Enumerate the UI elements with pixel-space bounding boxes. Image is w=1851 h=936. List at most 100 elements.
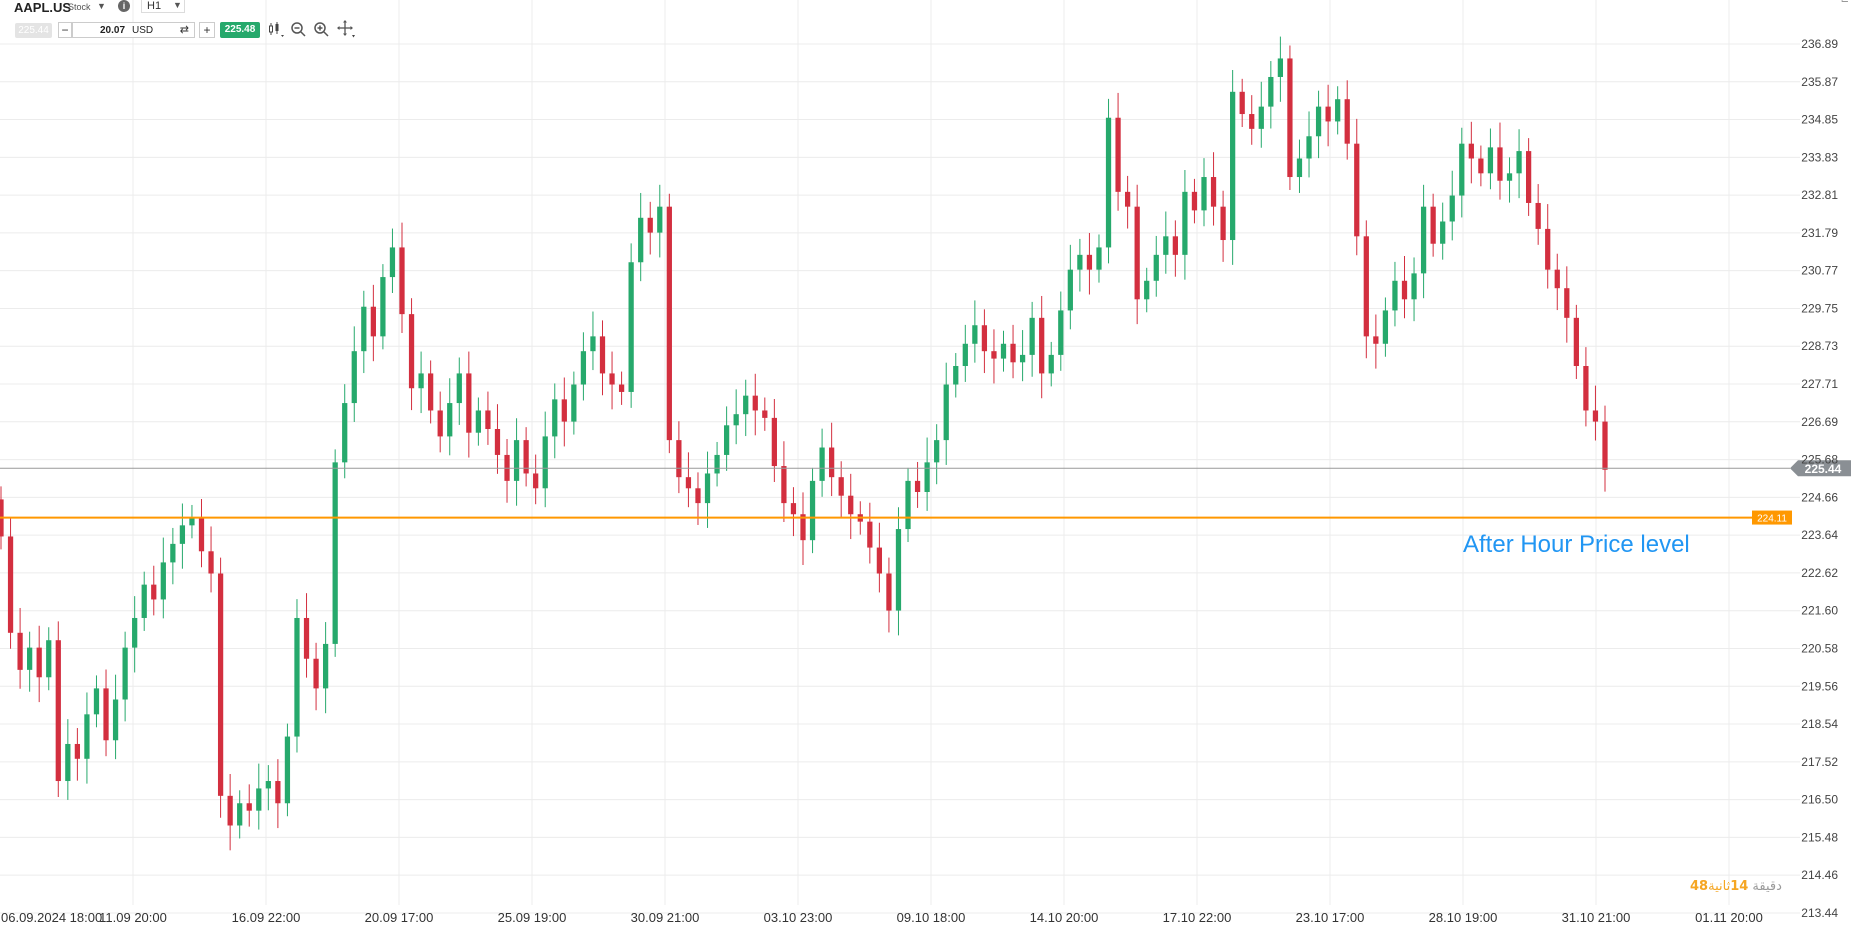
quantity-increase-button[interactable]: + (199, 22, 215, 38)
candle-body (389, 247, 396, 278)
y-tick-label: 232.81 (1801, 188, 1838, 202)
candle-body (714, 454, 720, 474)
candle-body (380, 277, 386, 337)
candle-body (1153, 254, 1159, 281)
candle-body (447, 403, 453, 437)
candle-body (1506, 173, 1513, 181)
swap-icon[interactable]: ⇄ (179, 24, 189, 36)
candle-body (1296, 158, 1303, 178)
candle-body (1210, 177, 1217, 207)
candle-body (198, 517, 205, 552)
candle-body (55, 640, 61, 782)
candle-body (246, 803, 252, 811)
candle-body (160, 562, 166, 600)
buy-price-button[interactable]: 225.48 (220, 22, 260, 38)
candle-body (1115, 117, 1121, 192)
candle-body (1277, 58, 1284, 77)
symbol-dropdown-icon[interactable]: ▼ (97, 1, 106, 11)
candle-body (1459, 143, 1465, 196)
x-tick-label: 01.11 20:00 (1695, 910, 1763, 925)
candle-body (781, 466, 787, 504)
candle-body (1335, 99, 1341, 122)
candle-body (1019, 354, 1026, 363)
candle-body (1382, 310, 1389, 344)
candle-body (1182, 191, 1188, 255)
candle-body (1315, 106, 1322, 137)
zoom-in-icon[interactable] (312, 20, 330, 38)
candle-body (819, 447, 825, 481)
candle-body (1239, 91, 1245, 115)
y-tick-label: 224.66 (1801, 490, 1838, 504)
candle-body (1191, 191, 1198, 211)
candle-body (1449, 195, 1455, 222)
candle-body (342, 403, 348, 463)
y-tick-label: 222.62 (1801, 566, 1838, 580)
candle-body (1602, 421, 1608, 470)
candle-body (1554, 269, 1560, 289)
candle-body (571, 384, 577, 422)
candle-body (542, 436, 548, 489)
candle-body (265, 781, 271, 789)
candle-body (151, 584, 157, 600)
candle-body (618, 384, 625, 392)
symbol-name[interactable]: AAPL.US (14, 0, 72, 15)
candle-body (208, 551, 214, 574)
quantity-field[interactable]: 20.07 USD ⇄ (72, 22, 195, 38)
candles-icon[interactable] (267, 20, 285, 38)
candle-body (1354, 143, 1360, 237)
candle-body (284, 736, 291, 804)
candle-body (475, 410, 482, 433)
candle-body (523, 440, 529, 474)
candle-body (838, 477, 844, 496)
crosshair-icon[interactable] (337, 20, 355, 38)
candle-body (74, 743, 81, 759)
zoom-out-icon[interactable] (289, 20, 307, 38)
y-tick-label: 236.89 (1801, 37, 1838, 51)
candle-body (580, 351, 587, 385)
candle-body (981, 325, 988, 352)
candle-body (27, 647, 33, 670)
x-tick-label: 06.09.2024 18:00 (1, 910, 102, 925)
candle-body (886, 573, 892, 611)
candle-body (647, 217, 653, 233)
candle-body (1258, 106, 1264, 129)
candle-body (141, 584, 147, 618)
quantity-decrease-button[interactable]: − (58, 22, 72, 38)
candle-body (437, 410, 443, 437)
y-tick-label: 227.71 (1801, 377, 1838, 391)
sell-price-button[interactable]: 225.44 (15, 23, 52, 38)
info-icon[interactable]: i (118, 0, 130, 12)
candle-body (934, 440, 940, 463)
candle-body (485, 410, 491, 430)
candle-body (1067, 269, 1073, 311)
candle-countdown: دقيقة 14ثانية48 (1690, 879, 1782, 894)
candle-body (103, 688, 109, 741)
candle-body (561, 399, 567, 422)
candle-body (962, 343, 968, 367)
candle-body (1268, 76, 1274, 107)
x-tick-label: 23.10 17:00 (1296, 910, 1365, 925)
x-tick-label: 16.09 22:00 (232, 910, 301, 925)
candle-body (1525, 151, 1532, 203)
x-tick-label: 11.09 20:00 (99, 910, 167, 925)
candle-body (7, 536, 14, 633)
candle-body (552, 399, 558, 437)
candle-body (170, 543, 176, 563)
candle-body (1363, 236, 1369, 337)
candle-body (1440, 221, 1446, 244)
countdown-ticks-value: 48 (1690, 879, 1709, 894)
candle-body (809, 480, 816, 541)
candle-body (609, 373, 615, 385)
candle-body (1010, 343, 1016, 363)
candle-body (599, 336, 606, 374)
timeframe-select[interactable]: H1 (141, 0, 185, 13)
countdown-seconds-value: 14 (1730, 879, 1749, 894)
candle-body (1564, 288, 1570, 318)
candle-body (1134, 206, 1140, 300)
timeframe-dropdown-icon[interactable]: ▼ (173, 0, 182, 10)
candle-body (1201, 177, 1207, 211)
candle-body (1487, 147, 1494, 174)
candle-body (351, 351, 357, 404)
candle-body (275, 781, 281, 804)
